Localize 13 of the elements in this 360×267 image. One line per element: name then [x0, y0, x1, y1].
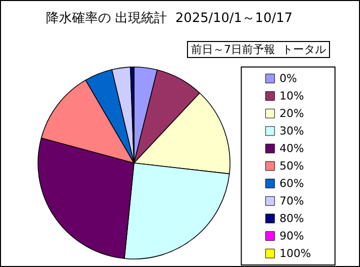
legend-label: 70%: [280, 194, 304, 208]
legend-label: 90%: [280, 230, 304, 242]
legend-label: 0%: [280, 72, 298, 85]
legend-label: 30%: [280, 124, 304, 138]
legend-title: 前日～7日前予報 トータル: [191, 43, 326, 56]
chart-title: 降水確率の 出現統計 2025/10/1～10/17: [46, 10, 293, 26]
legend-label: 40%: [280, 142, 304, 155]
legend-label: 10%: [280, 90, 304, 102]
legend-label: 80%: [280, 212, 304, 225]
legend-label: 60%: [280, 177, 304, 190]
legend-label: 100%: [280, 247, 312, 260]
legend-label: 20%: [280, 107, 304, 120]
legend-label: 50%: [280, 160, 304, 172]
